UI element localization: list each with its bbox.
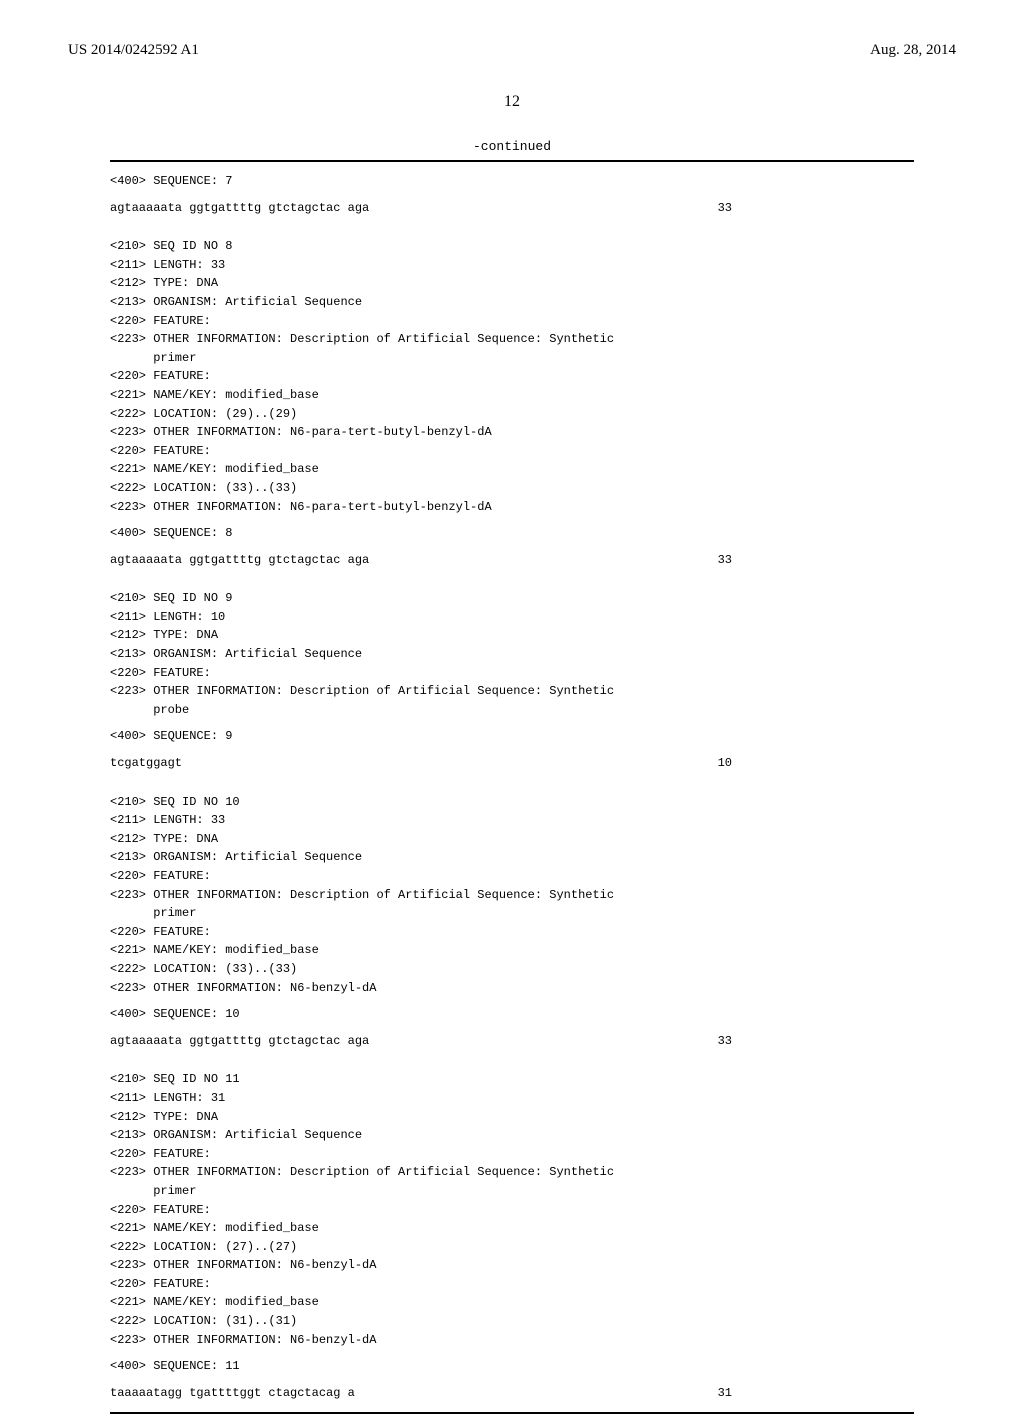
seq-line: <220> FEATURE: [110,664,914,683]
vertical-gap [110,997,914,1005]
seq-line: <211> LENGTH: 33 [110,811,914,830]
seq-line: <223> OTHER INFORMATION: Description of … [110,682,914,701]
seq-line: <211> LENGTH: 31 [110,1089,914,1108]
seq-line: <400> SEQUENCE: 10 [110,1005,914,1024]
seq-line: <222> LOCATION: (33)..(33) [110,479,914,498]
seq-line: <223> OTHER INFORMATION: N6-para-tert-bu… [110,498,914,517]
seq-line: <220> FEATURE: [110,367,914,386]
seq-sequence: agtaaaaata ggtgattttg gtctagctac aga [110,1032,369,1051]
seq-line: primer [110,1182,914,1201]
seq-line: <211> LENGTH: 10 [110,608,914,627]
seq-line: <222> LOCATION: (33)..(33) [110,960,914,979]
seq-length: 33 [718,199,914,218]
vertical-gap [110,543,914,551]
seq-row: agtaaaaata ggtgattttg gtctagctac aga 33 [110,199,914,218]
seq-line: <400> SEQUENCE: 9 [110,727,914,746]
seq-line: <222> LOCATION: (31)..(31) [110,1312,914,1331]
seq-line: <400> SEQUENCE: 8 [110,524,914,543]
seq-line: <223> OTHER INFORMATION: Description of … [110,330,914,349]
seq-line: <400> SEQUENCE: 7 [110,172,914,191]
seq-line: <212> TYPE: DNA [110,626,914,645]
seq-line: <220> FEATURE: [110,923,914,942]
seq-line: <213> ORGANISM: Artificial Sequence [110,645,914,664]
page-number: 12 [68,93,956,111]
seq-line: <220> FEATURE: [110,312,914,331]
page-header: US 2014/0242592 A1 Aug. 28, 2014 [68,42,956,59]
seq-line: <223> OTHER INFORMATION: Description of … [110,1163,914,1182]
seq-length: 31 [718,1384,914,1403]
seq-line: <210> SEQ ID NO 11 [110,1070,914,1089]
seq-line: <221> NAME/KEY: modified_base [110,386,914,405]
sequence-listing-box: <400> SEQUENCE: 7 agtaaaaata ggtgattttg g… [110,160,914,1414]
seq-sequence: agtaaaaata ggtgattttg gtctagctac aga [110,551,369,570]
vertical-gap [110,516,914,524]
vertical-gap [110,1024,914,1032]
vertical-gap [110,746,914,754]
seq-line: <213> ORGANISM: Artificial Sequence [110,848,914,867]
seq-line: <222> LOCATION: (29)..(29) [110,405,914,424]
seq-line: <223> OTHER INFORMATION: N6-para-tert-bu… [110,423,914,442]
seq-line: <210> SEQ ID NO 9 [110,589,914,608]
seq-line: probe [110,701,914,720]
vertical-gap [110,1050,914,1070]
seq-line: <210> SEQ ID NO 10 [110,793,914,812]
seq-line: <221> NAME/KEY: modified_base [110,460,914,479]
seq-sequence: agtaaaaata ggtgattttg gtctagctac aga [110,199,369,218]
seq-length: 10 [718,754,914,773]
vertical-gap [110,1349,914,1357]
seq-line: <221> NAME/KEY: modified_base [110,941,914,960]
seq-line: <212> TYPE: DNA [110,830,914,849]
seq-line: <223> OTHER INFORMATION: N6-benzyl-dA [110,1256,914,1275]
seq-row: agtaaaaata ggtgattttg gtctagctac aga 33 [110,1032,914,1051]
seq-line: <210> SEQ ID NO 8 [110,237,914,256]
seq-line: <223> OTHER INFORMATION: Description of … [110,886,914,905]
vertical-gap [110,217,914,237]
vertical-gap [110,1376,914,1384]
seq-line: <213> ORGANISM: Artificial Sequence [110,1126,914,1145]
seq-line: primer [110,349,914,368]
seq-line: <221> NAME/KEY: modified_base [110,1219,914,1238]
seq-line: <221> NAME/KEY: modified_base [110,1293,914,1312]
seq-line: <220> FEATURE: [110,442,914,461]
seq-line: <220> FEATURE: [110,1145,914,1164]
vertical-gap [110,191,914,199]
seq-line: <211> LENGTH: 33 [110,256,914,275]
seq-line: <213> ORGANISM: Artificial Sequence [110,293,914,312]
sequence-listing: <400> SEQUENCE: 7 agtaaaaata ggtgattttg g… [110,172,914,1402]
seq-line: <222> LOCATION: (27)..(27) [110,1238,914,1257]
seq-line: <220> FEATURE: [110,1275,914,1294]
seq-line: <223> OTHER INFORMATION: N6-benzyl-dA [110,979,914,998]
vertical-gap [110,569,914,589]
seq-line: <223> OTHER INFORMATION: N6-benzyl-dA [110,1331,914,1350]
seq-length: 33 [718,551,914,570]
seq-row: tcgatggagt 10 [110,754,914,773]
publication-number: US 2014/0242592 A1 [68,42,199,59]
seq-line: primer [110,904,914,923]
seq-sequence: tcgatggagt [110,754,182,773]
seq-row: agtaaaaata ggtgattttg gtctagctac aga 33 [110,551,914,570]
seq-row: taaaaatagg tgattttggt ctagctacag a 31 [110,1384,914,1403]
seq-line: <220> FEATURE: [110,867,914,886]
seq-length: 33 [718,1032,914,1051]
seq-sequence: taaaaatagg tgattttggt ctagctacag a [110,1384,355,1403]
publication-date: Aug. 28, 2014 [870,42,956,59]
seq-line: <212> TYPE: DNA [110,1108,914,1127]
continued-label: -continued [68,139,956,154]
seq-line: <220> FEATURE: [110,1201,914,1220]
vertical-gap [110,773,914,793]
vertical-gap [110,719,914,727]
seq-line: <212> TYPE: DNA [110,274,914,293]
seq-line: <400> SEQUENCE: 11 [110,1357,914,1376]
